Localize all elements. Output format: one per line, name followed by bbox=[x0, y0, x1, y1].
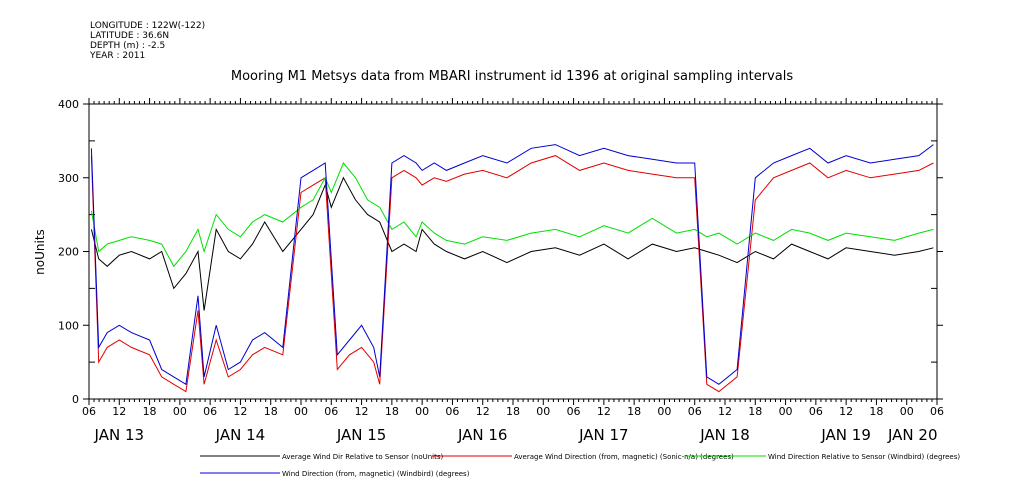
latitude-label: LATITUDE : 36.6N bbox=[90, 31, 170, 41]
x-tick-label: 00 bbox=[536, 405, 550, 418]
x-tick-label: 00 bbox=[173, 405, 187, 418]
x-tick-label: 12 bbox=[233, 405, 247, 418]
x-tick-label: 12 bbox=[839, 405, 853, 418]
x-tick-label: 06 bbox=[82, 405, 96, 418]
x-tick-label: 18 bbox=[748, 405, 762, 418]
day-label: JAN 13 bbox=[94, 426, 145, 444]
depth-label: DEPTH (m) : -2.5 bbox=[90, 41, 166, 51]
x-tick-label: 00 bbox=[415, 405, 429, 418]
series-line-3 bbox=[90, 162, 934, 268]
x-tick-label: 00 bbox=[900, 405, 914, 418]
x-tick-label: 00 bbox=[779, 405, 793, 418]
legend-label-3: Wind Direction Relative to Sensor (Windb… bbox=[768, 453, 960, 461]
x-tick-label: 06 bbox=[324, 405, 338, 418]
series-line-2 bbox=[90, 155, 934, 393]
x-tick-label: 18 bbox=[506, 405, 520, 418]
series-line-4 bbox=[90, 144, 934, 386]
x-tick-label: 00 bbox=[657, 405, 671, 418]
day-label: JAN 18 bbox=[699, 426, 750, 444]
axis-ticks: 0 100 200 300 400 06 12 18 00 06 12 18 00 06 12 18 00 06 1… bbox=[58, 98, 944, 444]
y-axis-label: noUnits bbox=[33, 229, 47, 275]
x-tick-label: 12 bbox=[355, 405, 369, 418]
y-tick-label: 200 bbox=[58, 246, 79, 259]
series-line-1 bbox=[90, 176, 934, 311]
legend: Average Wind Dir Relative to Sensor (noU… bbox=[200, 453, 960, 478]
series-group bbox=[90, 144, 934, 393]
x-tick-label: 06 bbox=[688, 405, 702, 418]
x-tick-label: 18 bbox=[627, 405, 641, 418]
legend-label-2: Average Wind Direction (from, magnetic) … bbox=[514, 453, 734, 461]
chart-title: Mooring M1 Metsys data from MBARI instru… bbox=[231, 69, 793, 84]
x-tick-label: 12 bbox=[597, 405, 611, 418]
y-tick-label: 0 bbox=[72, 393, 79, 406]
x-tick-label: 18 bbox=[143, 405, 157, 418]
x-tick-label: 18 bbox=[869, 405, 883, 418]
day-label: JAN 16 bbox=[457, 426, 508, 444]
x-tick-label: 06 bbox=[567, 405, 581, 418]
legend-label-1: Average Wind Dir Relative to Sensor (noU… bbox=[282, 453, 443, 461]
x-tick-label: 12 bbox=[112, 405, 126, 418]
x-tick-label: 12 bbox=[718, 405, 732, 418]
metadata-block: LONGITUDE : 122W(-122) LATITUDE : 36.6N … bbox=[90, 21, 205, 61]
x-tick-label: 12 bbox=[476, 405, 490, 418]
day-label: JAN 14 bbox=[215, 426, 266, 444]
plot-frame bbox=[88, 103, 938, 400]
x-tick-label: 06 bbox=[809, 405, 823, 418]
longitude-label: LONGITUDE : 122W(-122) bbox=[90, 21, 206, 31]
y-tick-label: 400 bbox=[58, 98, 79, 111]
x-tick-label: 06 bbox=[203, 405, 217, 418]
x-tick-label: 06 bbox=[930, 405, 944, 418]
legend-label-4: Wind Direction (from, magnetic) (Windbir… bbox=[282, 470, 470, 478]
x-tick-label: 18 bbox=[264, 405, 278, 418]
x-tick-label: 06 bbox=[445, 405, 459, 418]
x-tick-label: 18 bbox=[385, 405, 399, 418]
day-label: JAN 20 bbox=[887, 426, 938, 444]
day-label: JAN 17 bbox=[578, 426, 629, 444]
y-tick-label: 300 bbox=[58, 172, 79, 185]
day-label: JAN 19 bbox=[820, 426, 871, 444]
day-label: JAN 15 bbox=[336, 426, 387, 444]
x-tick-label: 00 bbox=[294, 405, 308, 418]
year-label: YEAR : 2011 bbox=[90, 51, 146, 61]
y-tick-label: 100 bbox=[58, 319, 79, 332]
